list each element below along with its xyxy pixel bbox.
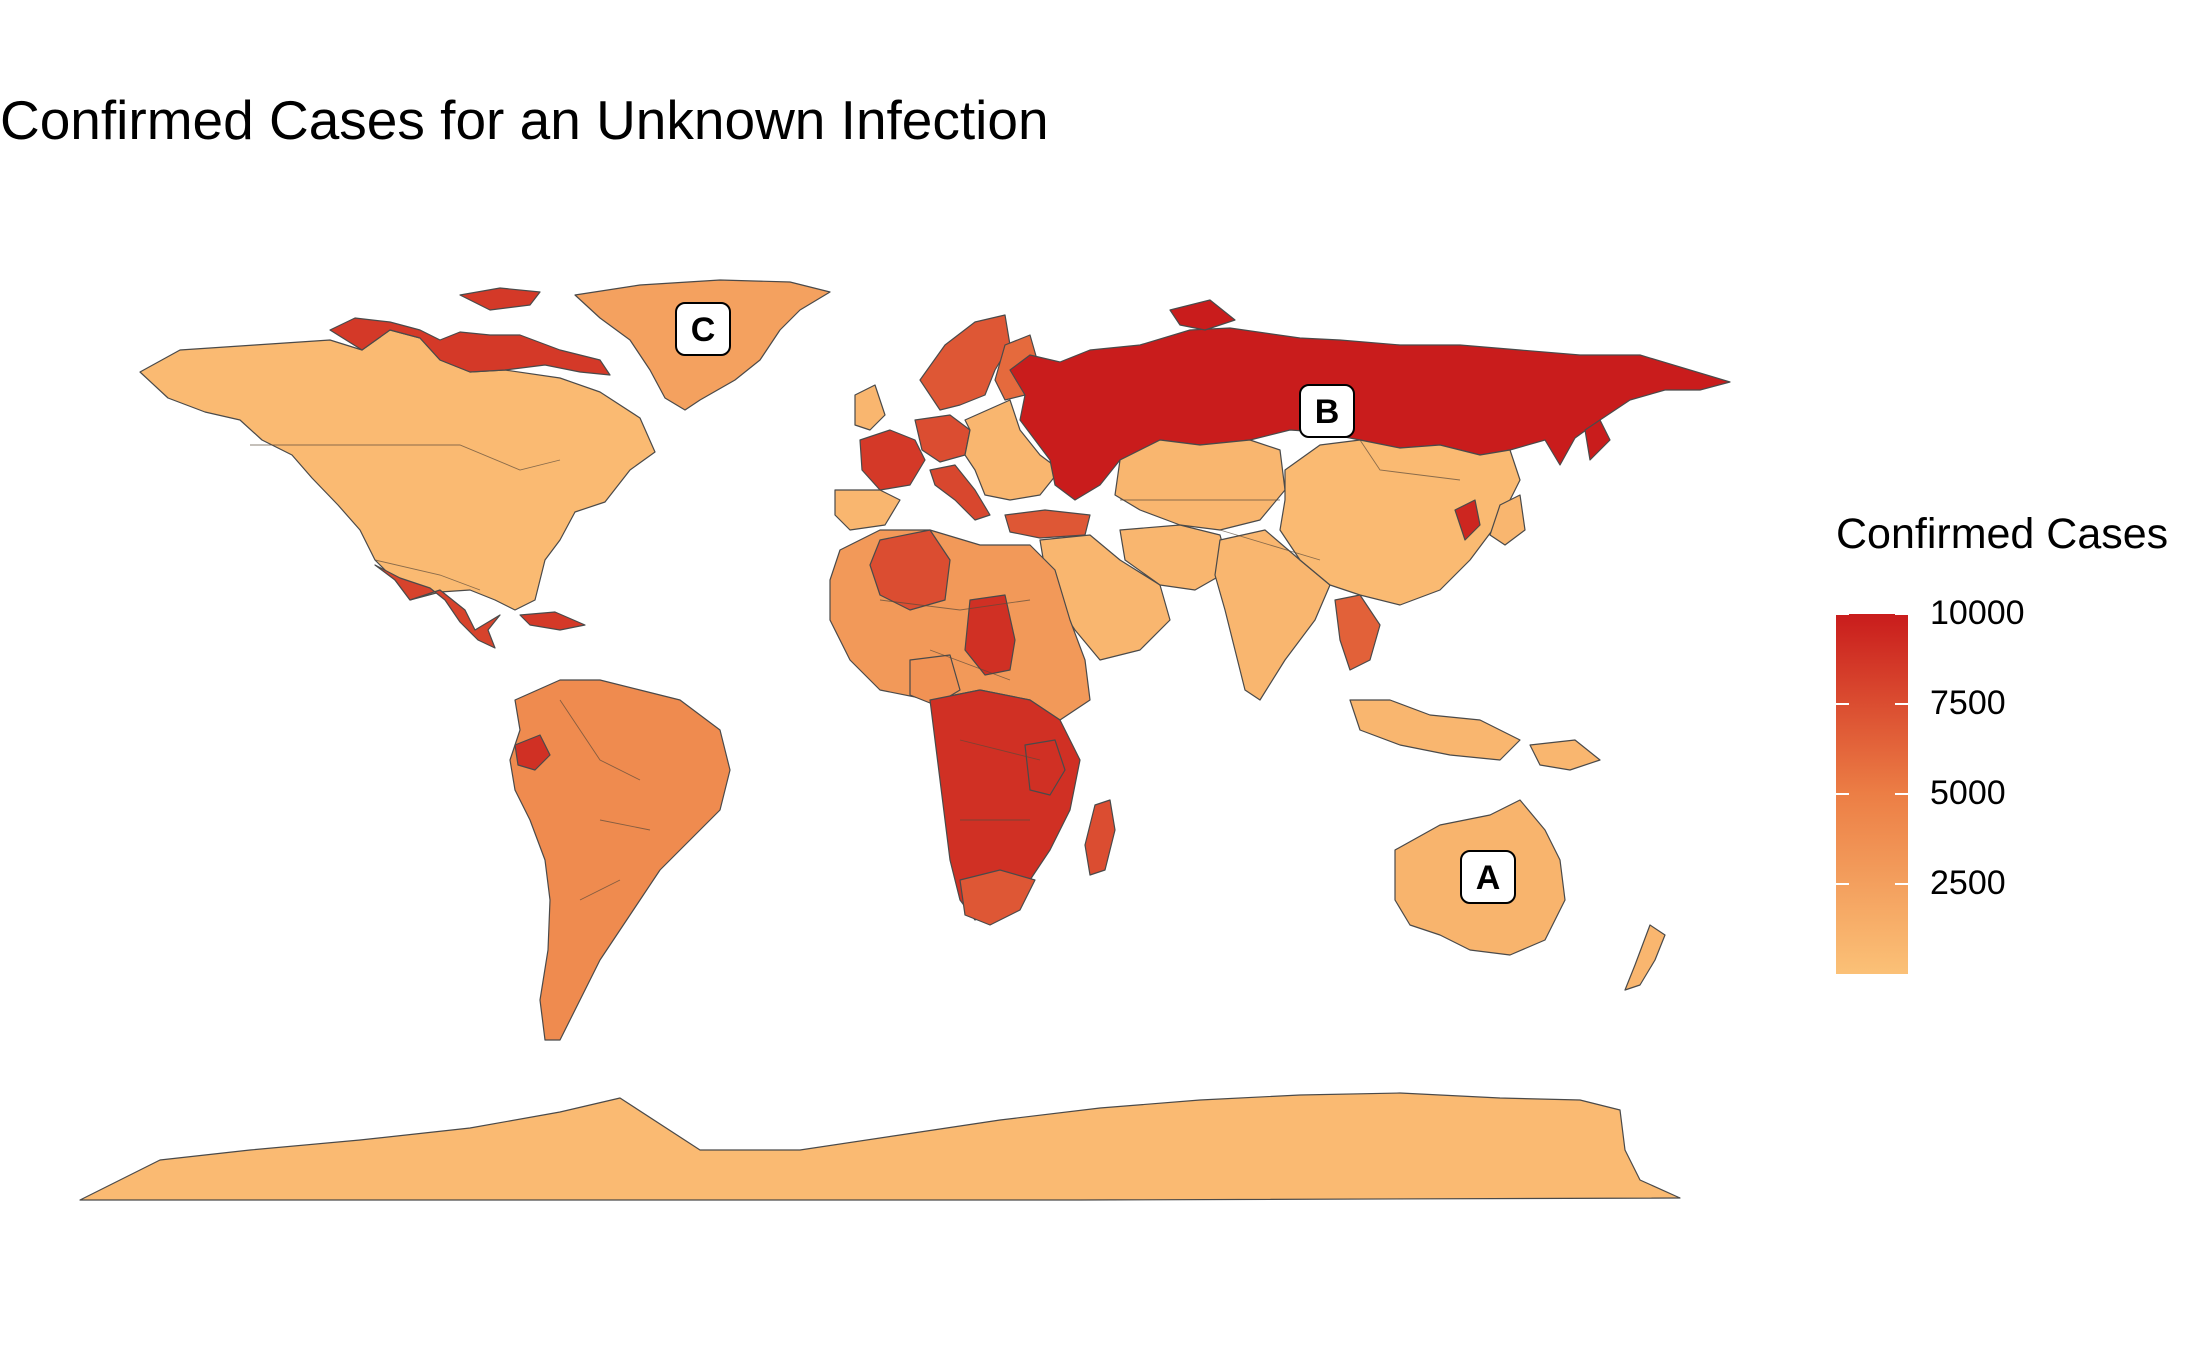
region-china <box>1279 439 1521 606</box>
world-map: A B C <box>79 279 1731 1201</box>
border-south-america <box>559 699 651 901</box>
region-south-america <box>509 679 731 1041</box>
region-indonesia <box>1349 699 1521 761</box>
region-central-asia <box>1114 439 1286 531</box>
region-iran <box>1119 524 1231 591</box>
region-madagascar <box>1084 799 1116 876</box>
region-canada-arctic <box>329 317 611 376</box>
page-title: Confirmed Cases for an Unknown Infection <box>0 89 1049 151</box>
region-algeria <box>869 529 951 611</box>
region-germany <box>914 414 971 463</box>
region-kamchatka <box>1584 419 1611 461</box>
region-chad <box>964 594 1016 676</box>
region-antarctica <box>79 1092 1681 1201</box>
region-tanzania <box>1024 739 1066 796</box>
legend-tick-label: 7500 <box>1930 684 2006 722</box>
region-mexico <box>374 564 501 649</box>
region-uk <box>854 384 886 431</box>
marker-a: A <box>1460 850 1516 904</box>
region-north-korea <box>1454 499 1481 541</box>
svg-text:C: C <box>691 311 716 349</box>
region-new-zealand <box>1624 924 1666 991</box>
region-new-guinea <box>1529 739 1601 771</box>
region-france <box>859 429 926 491</box>
legend-tick-label: 10000 <box>1930 594 2025 632</box>
legend-tick-label: 2500 <box>1930 864 2006 902</box>
marker-c: C <box>675 302 731 356</box>
border-africa <box>879 599 1041 821</box>
legend-tick-label: 5000 <box>1930 774 2006 812</box>
region-ecuador <box>514 734 551 771</box>
region-vietnam <box>1334 594 1381 671</box>
region-europe-east <box>964 399 1061 501</box>
border-us-mexico <box>374 559 481 591</box>
region-turkey <box>1004 509 1091 539</box>
svg-text:B: B <box>1315 393 1340 431</box>
legend-title: Confirmed Cases <box>1836 510 2169 558</box>
region-cuba <box>519 611 586 631</box>
border-asia <box>1120 439 1461 561</box>
region-scandinavia <box>919 314 1011 411</box>
border-us-canada <box>250 444 561 471</box>
region-ellesmere <box>459 287 541 311</box>
region-japan <box>1489 494 1526 546</box>
region-novaya-zemlya <box>1169 299 1236 331</box>
region-italy <box>929 464 991 521</box>
region-south-africa <box>959 869 1036 926</box>
region-iberia <box>834 489 901 531</box>
region-india <box>1214 529 1331 701</box>
marker-b: B <box>1299 384 1355 438</box>
region-russia <box>1009 327 1731 501</box>
svg-text:A: A <box>1476 859 1501 897</box>
